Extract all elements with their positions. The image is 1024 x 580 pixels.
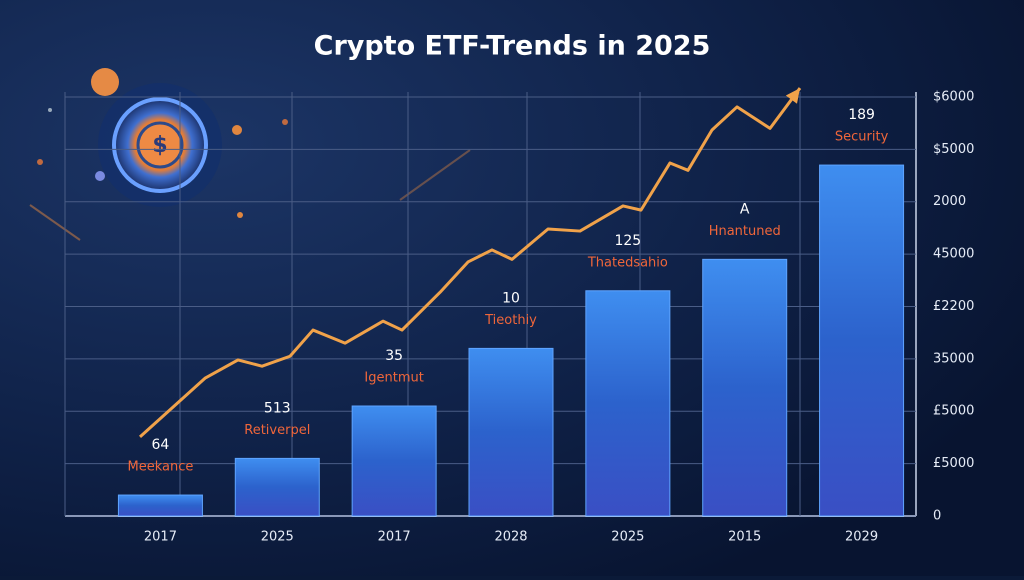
- x-tick-label: 2017: [378, 530, 411, 545]
- bar: [819, 164, 905, 517]
- bar: [468, 347, 554, 517]
- x-tick-label: 2025: [261, 530, 294, 545]
- arrow-head: [785, 88, 800, 104]
- bar-label: 10: [502, 290, 520, 306]
- y-tick-label: 45000: [933, 247, 974, 262]
- bar-caption: Retiverpel: [244, 423, 310, 438]
- bar-caption: Meekance: [127, 460, 193, 475]
- bar-caption: Igentmut: [364, 371, 423, 386]
- decoration: $: [29, 68, 471, 241]
- bar-caption: Thatedsahio: [587, 255, 668, 270]
- bar: [234, 457, 320, 517]
- svg-text:$: $: [152, 133, 167, 158]
- y-tick-label: $6000: [933, 89, 974, 104]
- bar-label: A: [740, 201, 750, 217]
- y-tick-label: £5000: [933, 404, 974, 419]
- bar-caption: Security: [835, 130, 889, 145]
- bar: [117, 494, 203, 517]
- chart-title: Crypto ETF-Trends in 2025: [314, 31, 711, 62]
- bar: [585, 290, 671, 517]
- bar-label: 513: [264, 400, 291, 416]
- bar-caption: Tieothiy: [484, 313, 537, 328]
- x-tick-label: 2028: [494, 530, 527, 545]
- bar: [702, 258, 788, 517]
- bar-caption: Hnantuned: [709, 224, 781, 239]
- y-tick-label: £5000: [933, 456, 974, 471]
- bar-label: 189: [848, 107, 875, 123]
- x-tick-label: 2025: [611, 530, 644, 545]
- bar-label: 35: [385, 348, 403, 364]
- trend-line: [138, 87, 802, 439]
- y-tick-label: 35000: [933, 351, 974, 366]
- y-tick-label: 2000: [933, 194, 966, 209]
- y-tick-label: $5000: [933, 142, 974, 157]
- bar-label: 64: [152, 437, 170, 453]
- bar: [351, 405, 437, 517]
- x-tick-label: 2017: [144, 530, 177, 545]
- bar-label: 125: [614, 233, 641, 249]
- x-tick-label: 2015: [728, 530, 761, 545]
- x-tick-label: 2029: [845, 530, 878, 545]
- y-tick-label: £2200: [933, 299, 974, 314]
- y-tick-label: 0: [933, 509, 941, 524]
